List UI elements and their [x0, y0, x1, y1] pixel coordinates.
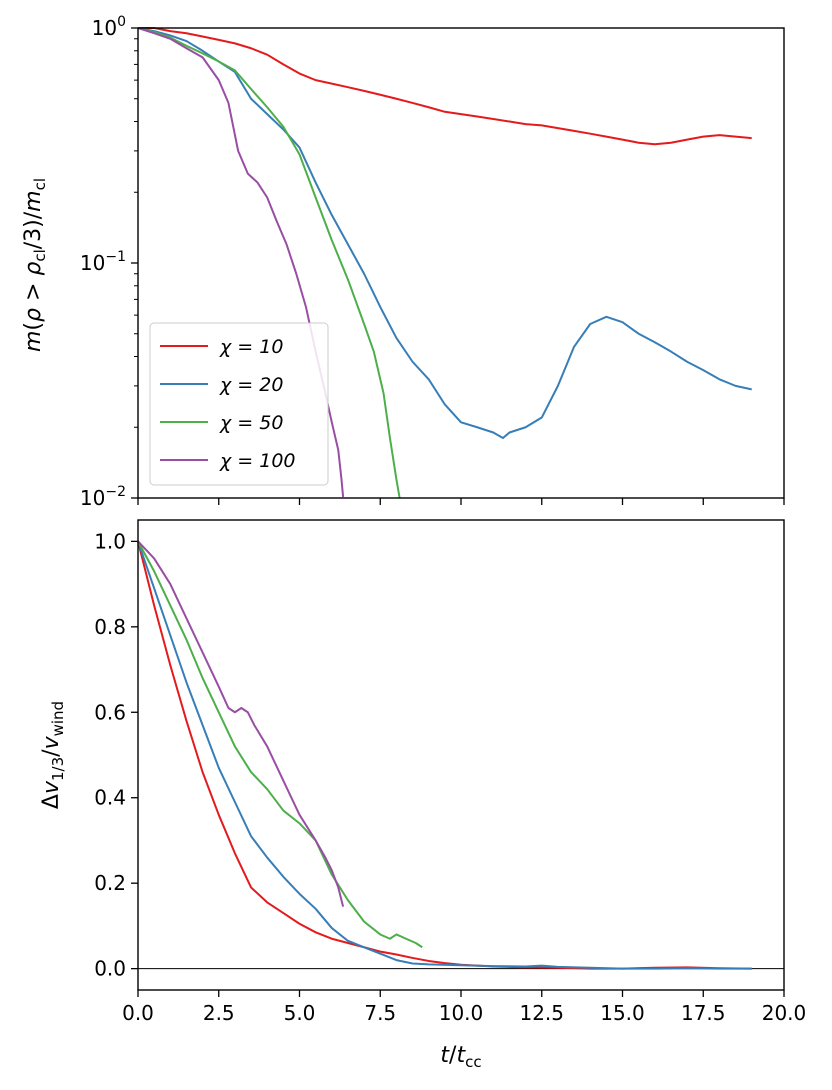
legend-box: [149, 322, 329, 486]
bottom-x-tick-label: 0.0: [122, 1001, 154, 1025]
tick-exponent: −1: [105, 249, 126, 265]
top-series-line-3: [137, 27, 401, 499]
top-frame: [137, 27, 785, 499]
bottom-series-line-4: [137, 540, 345, 907]
bottom-x-tick-label: 2.5: [203, 1001, 235, 1025]
tick-base: 10: [80, 486, 105, 510]
legend-label: χ = 100: [219, 450, 296, 472]
tick-base: 10: [92, 16, 117, 40]
bottom-series: [137, 540, 752, 970]
bottom-y-tick-label: 0.6: [94, 700, 126, 724]
legend-label: χ = 10: [219, 336, 283, 358]
legend-label: χ = 50: [219, 412, 283, 434]
bottom-y-tick-label: 0.4: [94, 786, 126, 810]
bottom-y-tick-label: 0.0: [94, 957, 126, 981]
top-series: [137, 27, 752, 499]
top-series-line-4: [137, 27, 345, 498]
bottom-x-tick-label: 20.0: [762, 1001, 807, 1025]
bottom-x-tick-label: 17.5: [681, 1001, 726, 1025]
top-y-axis-label: m(ρ > ρcl/3)/mcl: [21, 178, 49, 352]
x-axis-label: t/tcc: [440, 1043, 481, 1071]
top-y-tick-label: 10−2: [80, 484, 126, 510]
top-x-ticks: [137, 498, 785, 505]
bottom-plot-area: [138, 520, 784, 990]
bottom-series-line-3: [137, 540, 423, 949]
bottom-y-tick-label: 0.2: [94, 871, 126, 895]
bottom-x-tick-label: 15.0: [600, 1001, 645, 1025]
tick-base: 10: [80, 251, 105, 275]
bottom-series-line-2: [137, 541, 752, 970]
bottom-x-tick-label: 12.5: [519, 1001, 564, 1025]
legend: χ = 10 χ = 20 χ = 50 χ = 100: [149, 322, 329, 486]
tick-exponent: −2: [105, 484, 126, 500]
legend-label: χ = 20: [219, 374, 283, 396]
bottom-x-tick-label: 5.0: [284, 1001, 316, 1025]
tick-exponent: 0: [117, 14, 126, 30]
bottom-y-ticks: 0.0 0.2 0.4 0.6 0.8 1.0: [94, 529, 138, 981]
bottom-y-tick-label: 1.0: [94, 529, 126, 553]
bottom-x-ticks: 0.0 2.5 5.0 7.5 10.0 12.5 15.0 17.5 20.0: [122, 990, 806, 1025]
bottom-x-tick-label: 7.5: [364, 1001, 396, 1025]
bottom-y-axis-label: Δv1/3/vwind: [39, 701, 67, 809]
bottom-panel: 0.0 0.2 0.4 0.6 0.8 1.0 0.0 2.5 5.0 7.5 10.0 12.5 1…: [39, 519, 806, 1071]
top-y-tick-label: 10−1: [80, 249, 126, 275]
top-series-line-2: [137, 27, 752, 440]
bottom-y-tick-label: 0.8: [94, 615, 126, 639]
bottom-x-tick-label: 10.0: [439, 1001, 484, 1025]
top-series-line-1: [138, 27, 752, 146]
bottom-frame: [137, 519, 785, 991]
top-y-tick-label: 100: [92, 14, 126, 40]
